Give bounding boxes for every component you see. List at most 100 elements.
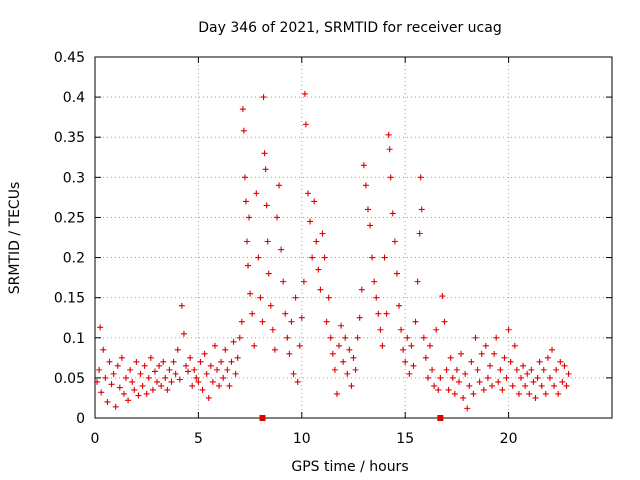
data-point [460,394,467,401]
data-point [389,210,396,217]
data-point [298,314,305,321]
data-point [307,218,314,225]
data-point [410,362,417,369]
data-point [478,350,485,357]
data-point [247,290,254,297]
data-point [302,121,309,128]
data-point [218,358,225,365]
data-point [383,310,390,317]
data-point [125,397,132,404]
data-point [559,378,566,385]
data-point [364,206,371,213]
data-point [224,366,231,373]
data-point [100,346,107,353]
data-point [160,358,167,365]
gap-marker [437,415,444,421]
data-point [528,366,535,373]
data-point [435,386,442,393]
data-point [319,230,326,237]
data-point [296,342,303,349]
data-point [549,346,556,353]
data-point [172,370,179,377]
data-point [151,368,158,375]
data-point [530,378,537,385]
data-point [216,382,223,389]
data-point [240,127,247,134]
data-point [333,390,340,397]
data-point [468,358,475,365]
data-point [182,362,189,369]
data-point [486,362,493,369]
data-point [379,342,386,349]
data-points [94,90,572,412]
data-point [507,358,514,365]
data-point [391,238,398,245]
y-tick-labels: 0 0.05 0.1 0.15 0.2 0.25 0.3 0.35 0.4 0.45 [54,50,85,427]
data-point [257,294,264,301]
data-point [209,378,216,385]
data-point [96,366,103,373]
data-point [255,254,262,261]
y-tick-label: 0.1 [63,331,85,347]
data-point [362,182,369,189]
y-tick-label: 0.45 [54,50,85,66]
data-point [441,318,448,325]
data-point [309,254,316,261]
data-point [493,334,500,341]
data-point [236,334,243,341]
data-point [511,342,518,349]
data-point [344,370,351,377]
data-point [398,326,405,333]
data-point [120,390,127,397]
data-point [553,366,560,373]
y-axis-label: SRMTID / TECUs [7,182,23,295]
data-point [356,314,363,321]
data-point [197,358,204,365]
data-point [98,389,105,396]
data-point [331,366,338,373]
y-tick-label: 0.3 [63,170,85,186]
data-point [453,366,460,373]
data-point [509,382,516,389]
data-point [375,310,382,317]
data-point [162,374,169,381]
data-point [414,278,421,285]
data-point [408,342,415,349]
data-point [143,390,150,397]
data-point [505,326,512,333]
data-point [249,310,256,317]
data-point [241,174,248,181]
data-point [360,162,367,169]
data-point [238,318,245,325]
data-point [271,346,278,353]
data-point [484,374,491,381]
data-point [230,338,237,345]
data-point [443,366,450,373]
data-point [520,362,527,369]
data-point [300,278,307,285]
data-point [102,374,109,381]
data-point [205,394,212,401]
data-point [544,354,551,361]
data-point [424,374,431,381]
data-point [412,318,419,325]
data-point [149,386,156,393]
data-point [273,214,280,221]
grid-lines [95,57,612,418]
plot-frame [94,56,613,419]
data-point [94,378,101,385]
data-point [352,366,359,373]
data-point [305,190,312,197]
data-point [164,386,171,393]
chart-title: Day 346 of 2021, SRMTID for receiver uca… [198,20,501,36]
y-tick-label: 0.35 [54,130,85,146]
data-point [449,374,456,381]
data-point [97,324,104,331]
data-point [466,382,473,389]
data-point [253,190,260,197]
y-tick-label: 0 [76,411,85,427]
x-tick-label: 20 [500,431,518,447]
data-point [234,354,241,361]
data-point [561,362,568,369]
x-tick-labels: 0 5 10 15 20 [91,431,518,447]
